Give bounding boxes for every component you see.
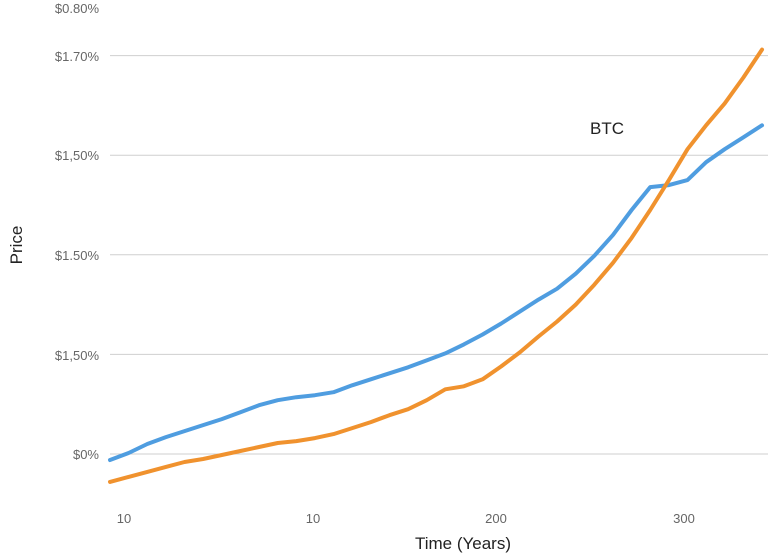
y-tick-label-3: $1,50%: [55, 148, 100, 163]
y-axis-title: Price: [7, 226, 26, 265]
grid-lines: [110, 55, 768, 455]
y-axis-tick-labels: $0% $1,50% $1.50% $1,50% $1.70% $0.80%: [55, 1, 100, 462]
btc-annotation: BTC: [590, 119, 624, 138]
series-line-0: [108, 123, 764, 462]
y-tick-label-2: $1.50%: [55, 248, 100, 263]
y-tick-label-1: $1,50%: [55, 348, 100, 363]
x-tick-label-3: 300: [673, 511, 695, 526]
x-tick-label-1: 10: [306, 511, 320, 526]
series-line-1: [108, 47, 764, 484]
x-axis-title: Time (Years): [415, 534, 511, 553]
x-tick-label-0: 10: [117, 511, 131, 526]
x-tick-label-2: 200: [485, 511, 507, 526]
y-tick-label-0: $0%: [73, 447, 99, 462]
x-axis-tick-labels: 10 10 200 300: [117, 511, 695, 526]
y-tick-label-4: $1.70%: [55, 49, 100, 64]
series-lines: [108, 47, 764, 484]
y-tick-label-5: $0.80%: [55, 1, 100, 16]
